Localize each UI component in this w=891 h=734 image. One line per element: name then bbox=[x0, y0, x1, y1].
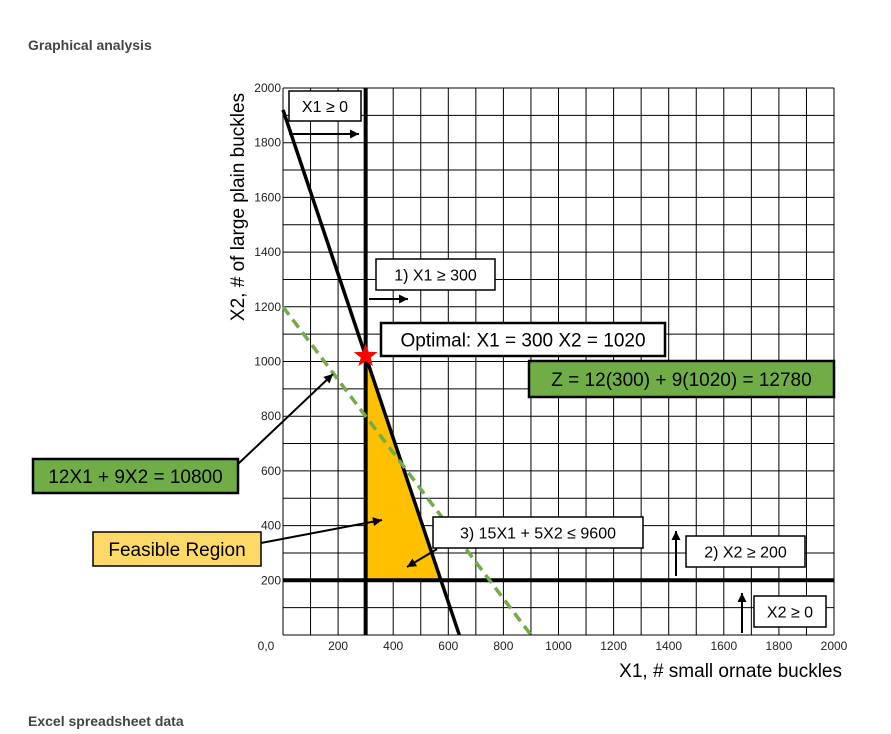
x-tick-label: 1400 bbox=[655, 639, 682, 653]
y-tick-label: 2000 bbox=[254, 81, 281, 95]
section-heading-excel-data: Excel spreadsheet data bbox=[28, 713, 184, 729]
y-axis-label: X2, # of large plain buckles bbox=[228, 93, 249, 321]
arrow-15x1-5x2 bbox=[406, 548, 438, 568]
constraint-x2-200-box bbox=[685, 535, 806, 568]
x-tick-label: 1600 bbox=[710, 639, 737, 653]
y-tick-label: 800 bbox=[261, 409, 281, 423]
y-tick-label: 400 bbox=[261, 519, 281, 533]
constraint-x1-nonneg-box bbox=[288, 90, 362, 122]
feasible-region-callout-box bbox=[92, 531, 262, 567]
arrow-x1-nonneg bbox=[289, 129, 359, 139]
objective-line-callout-box bbox=[31, 457, 240, 495]
objective-value-label: Z = 12(300) + 9(1020) = 12780 bbox=[551, 370, 811, 391]
y-tick-label: 1800 bbox=[254, 136, 281, 150]
arrow-15x1-5x2-head bbox=[407, 558, 418, 567]
arrow-x2-200-head bbox=[671, 531, 681, 540]
x-tick-label: 0,0 bbox=[258, 639, 275, 653]
constraint-x1-300-label: 1) X1 ≥ 300 bbox=[394, 268, 477, 285]
arrow-x2-200 bbox=[671, 531, 681, 576]
objective-line-callout-label: 12X1 + 9X2 = 10800 bbox=[48, 467, 222, 488]
x-tick-label: 600 bbox=[438, 639, 458, 653]
constraint-x2-nonneg-box bbox=[753, 595, 827, 628]
x-tick-label: 1800 bbox=[766, 639, 793, 653]
x-axis-label: X1, # small ornate buckles bbox=[619, 661, 842, 682]
arrow-feasible-callout bbox=[260, 517, 383, 544]
x-tick-label: 200 bbox=[328, 639, 348, 653]
y-tick-label: 600 bbox=[261, 464, 281, 478]
y-tick-label: 200 bbox=[261, 573, 281, 587]
arrow-feasible-callout-head bbox=[372, 517, 382, 527]
y-tick-label: 1600 bbox=[254, 190, 281, 204]
constraint-x1-nonneg-label: X1 ≥ 0 bbox=[302, 99, 348, 116]
arrow-x1-nonneg-head bbox=[350, 129, 359, 139]
constraint-x2-200-label: 2) X2 ≥ 200 bbox=[704, 545, 787, 562]
constraint-line-15x1-5x2 bbox=[281, 109, 461, 636]
objective-value-box bbox=[527, 359, 836, 399]
arrow-x2-nonneg-head bbox=[737, 593, 747, 602]
y-tick-label: 1000 bbox=[254, 355, 281, 369]
x-tick-label: 400 bbox=[383, 639, 403, 653]
arrow-objective-callout bbox=[237, 373, 334, 465]
x-tick-label: 800 bbox=[493, 639, 513, 653]
constraint-15x1-5x2-label: 3) 15X1 + 5X2 ≤ 9600 bbox=[460, 526, 616, 543]
arrow-objective-callout-head bbox=[323, 374, 333, 384]
constraint-x1-300-box bbox=[375, 258, 496, 291]
optimal-solution-box bbox=[379, 321, 667, 358]
arrow-x1-300-head bbox=[399, 294, 408, 304]
x-tick-label: 1200 bbox=[600, 639, 627, 653]
feasible-region-callout-label: Feasible Region bbox=[108, 540, 245, 561]
constraint-x2-nonneg-label: X2 ≥ 0 bbox=[767, 605, 813, 622]
y-tick-label: 1200 bbox=[254, 300, 281, 314]
optimal-point-star-icon bbox=[353, 343, 378, 367]
objective-line bbox=[281, 305, 533, 637]
arrow-feasible-callout-shaft bbox=[260, 519, 383, 544]
x-tick-label: 2000 bbox=[821, 639, 848, 653]
arrow-x2-nonneg bbox=[737, 593, 747, 633]
optimal-solution-label: Optimal: X1 = 300 X2 = 1020 bbox=[400, 331, 645, 352]
y-tick-label: 1400 bbox=[254, 245, 281, 259]
constraint-15x1-5x2-box bbox=[432, 516, 644, 549]
arrow-x1-300 bbox=[369, 294, 408, 304]
arrow-objective-callout-shaft bbox=[237, 373, 334, 465]
section-heading-graphical-analysis: Graphical analysis bbox=[28, 37, 152, 53]
x-tick-label: 1000 bbox=[545, 639, 572, 653]
